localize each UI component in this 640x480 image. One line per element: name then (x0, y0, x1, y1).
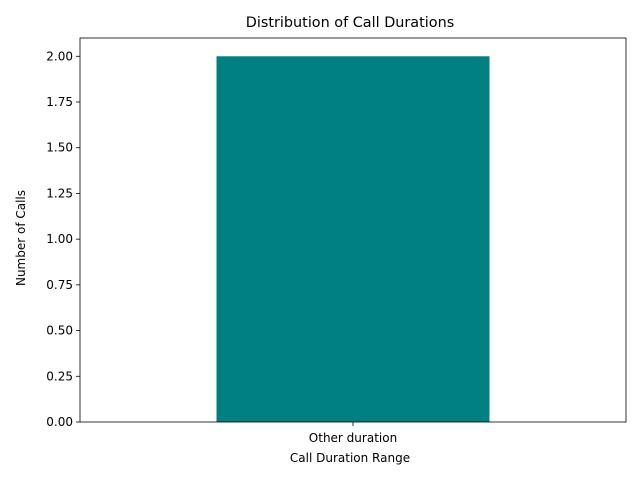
y-tick-label: 2.00 (46, 49, 73, 63)
y-tick-label: 1.50 (46, 141, 73, 155)
y-tick-label: 0.25 (46, 369, 73, 383)
y-tick-label: 0.50 (46, 324, 73, 338)
y-tick-label: 1.00 (46, 232, 73, 246)
x-axis-label: Call Duration Range (290, 451, 410, 465)
plot-area: Other duration 0.00 0.25 0.50 0.75 1.00 1.25 1.… (46, 37, 627, 445)
axes-frame (79, 37, 627, 423)
y-tick-label: 1.75 (46, 95, 73, 109)
x-tick-label: Other duration (309, 431, 397, 445)
y-tick-label: 0.00 (46, 415, 73, 429)
bar (216, 56, 490, 423)
y-axis-label: Number of Calls (14, 190, 28, 286)
y-tick-label: 0.75 (46, 278, 73, 292)
y-tick-label: 1.25 (46, 186, 73, 200)
chart-title: Distribution of Call Durations (246, 15, 454, 31)
